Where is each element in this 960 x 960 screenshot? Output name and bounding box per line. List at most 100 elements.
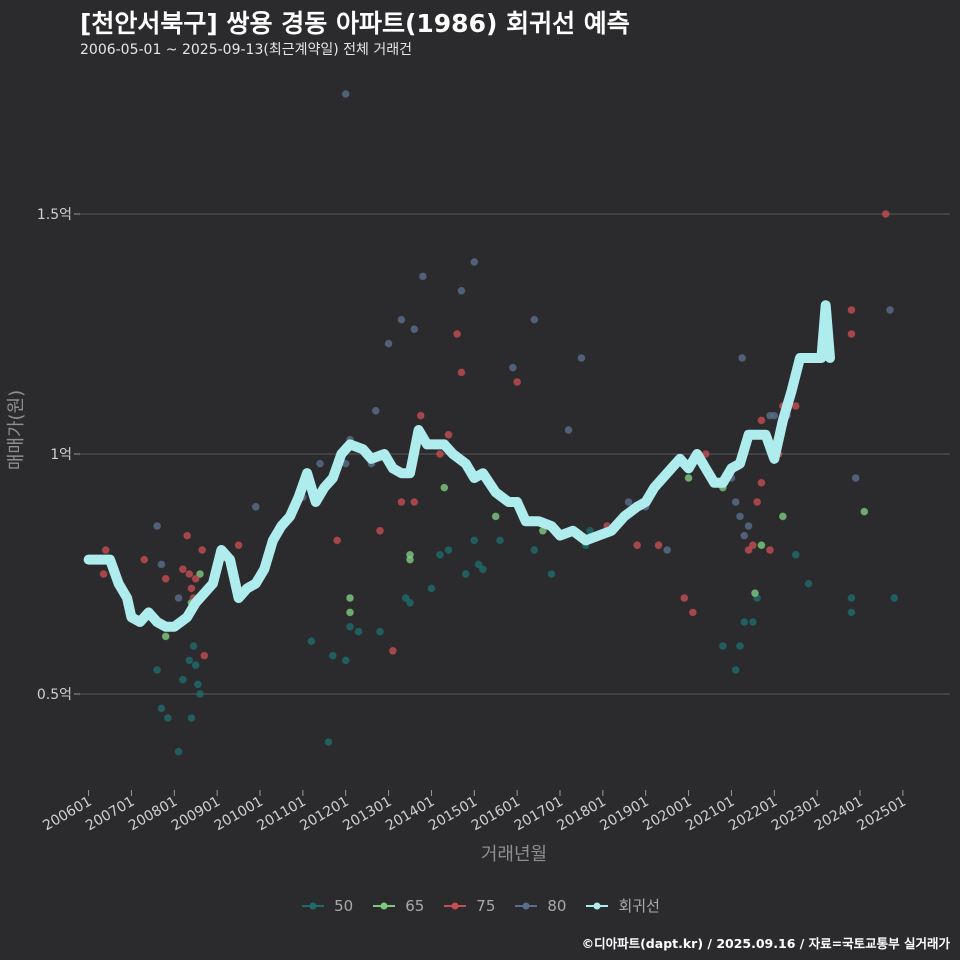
data-point-65 — [346, 594, 354, 602]
data-point-80 — [341, 90, 350, 98]
x-tick-label: 202201 — [726, 794, 780, 835]
data-point-50 — [307, 637, 316, 646]
data-point-50 — [189, 642, 198, 650]
legend-key-icon — [515, 902, 538, 909]
data-point-80 — [564, 426, 573, 434]
data-point-65 — [161, 632, 170, 641]
data-point-50 — [474, 560, 483, 569]
legend-key-icon — [373, 902, 396, 909]
data-point-50 — [847, 594, 856, 602]
legend-item-75: 75 — [442, 895, 495, 916]
data-point-50 — [163, 714, 172, 722]
data-point-65 — [860, 507, 869, 516]
data-point-75 — [680, 594, 689, 602]
legend-key-icon — [302, 902, 325, 909]
y-axis-label: 매매가(원) — [6, 390, 27, 470]
regression-line — [83, 300, 835, 632]
x-tick-label: 201001 — [212, 794, 266, 835]
data-point-80 — [530, 315, 539, 324]
data-point-80 — [624, 498, 633, 506]
data-point-50 — [328, 651, 337, 660]
data-point-80 — [384, 339, 393, 348]
data-point-75 — [654, 541, 663, 550]
legend-label: 50 — [334, 896, 354, 915]
legend-label: 65 — [405, 896, 425, 915]
grid-lines: 0.5억 1억 1.5억 — [37, 207, 950, 703]
data-point-65 — [684, 474, 693, 482]
legend-key-icon — [586, 902, 609, 909]
data-point-75 — [185, 570, 194, 578]
data-point-50 — [436, 550, 444, 559]
data-point-75 — [744, 546, 753, 554]
data-point-50 — [470, 536, 479, 545]
data-point-75 — [416, 411, 425, 420]
data-point-75 — [881, 210, 890, 218]
y-tick-label: 1억 — [50, 447, 72, 463]
data-point-50 — [804, 579, 813, 588]
data-point-50 — [736, 642, 744, 650]
data-point-50 — [191, 661, 200, 670]
data-point-80 — [736, 512, 744, 521]
data-point-75 — [187, 584, 196, 593]
data-point-50 — [444, 546, 453, 554]
data-point-80 — [418, 272, 427, 281]
source-caption: ©디아파트(dapt.kr) / 2025.09.16 / 자료=국토교통부 실… — [581, 936, 950, 951]
data-point-75 — [376, 526, 384, 535]
chart-subtitle: 2006-05-01 ~ 2025-09-13(최근계약일) 전체 거래건 — [80, 42, 412, 58]
x-axis-ticks: 2006012007012008012009012010012011012012… — [40, 790, 909, 834]
data-point-50 — [427, 584, 436, 593]
data-point-50 — [178, 675, 187, 684]
data-point-50 — [324, 738, 333, 746]
data-point-75 — [513, 378, 522, 386]
data-point-75 — [688, 608, 697, 617]
data-point-65 — [757, 541, 766, 550]
x-tick-label: 201401 — [383, 794, 437, 835]
data-point-50 — [157, 704, 166, 713]
data-point-80 — [251, 502, 260, 511]
data-point-80 — [731, 498, 740, 506]
legend-key-icon — [444, 902, 467, 909]
data-point-80 — [397, 315, 406, 324]
data-point-80 — [770, 411, 779, 420]
legend-label: 75 — [476, 896, 496, 915]
x-tick-label: 201701 — [512, 794, 566, 835]
data-point-50 — [406, 598, 414, 607]
x-tick-label: 202401 — [812, 794, 866, 835]
y-tick-label: 0.5억 — [37, 687, 72, 703]
data-point-80 — [851, 474, 860, 482]
data-point-50 — [547, 570, 556, 578]
x-tick-label: 202301 — [769, 794, 823, 835]
y-tick-label: 1.5억 — [37, 207, 72, 223]
data-point-50 — [346, 622, 354, 631]
x-tick-label: 201301 — [340, 794, 394, 835]
x-tick-label: 201601 — [469, 794, 523, 835]
data-point-50 — [718, 642, 727, 650]
data-point-50 — [354, 627, 363, 636]
data-point-50 — [847, 608, 856, 617]
data-point-50 — [791, 550, 800, 559]
x-tick-label: 201201 — [297, 794, 351, 835]
data-point-50 — [187, 714, 196, 722]
data-point-80 — [457, 286, 466, 295]
x-tick-label: 201901 — [597, 794, 651, 835]
data-point-75 — [161, 574, 170, 583]
data-point-50 — [196, 690, 204, 698]
data-point-75 — [757, 478, 766, 487]
data-point-75 — [791, 402, 800, 410]
data-point-75 — [388, 646, 397, 655]
legend-label: 회귀선 — [618, 897, 660, 915]
data-point-65 — [440, 483, 449, 492]
data-point-80 — [577, 354, 586, 362]
data-point-50 — [530, 546, 539, 554]
x-tick-label: 200901 — [169, 794, 223, 835]
data-point-50 — [153, 666, 162, 674]
data-point-50 — [193, 680, 202, 689]
data-point-75 — [333, 536, 342, 545]
data-point-75 — [191, 574, 200, 583]
legend-label: 80 — [547, 896, 567, 915]
legend-item-80: 80 — [513, 895, 566, 916]
data-point-75 — [200, 651, 209, 660]
legend: 50 65 75 80 회귀선 — [0, 895, 960, 916]
x-tick-label: 201501 — [426, 794, 480, 835]
data-point-65 — [406, 555, 414, 564]
